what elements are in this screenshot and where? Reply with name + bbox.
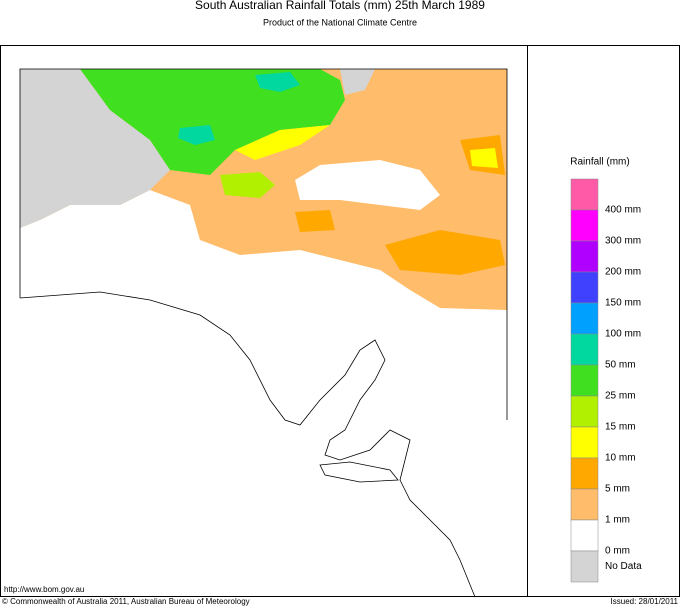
rain-10mm <box>235 125 330 160</box>
legend-label: No Data <box>605 561 642 572</box>
legend-swatch <box>570 395 599 428</box>
rain-15mm <box>220 172 275 198</box>
legend-label: 400 mm <box>605 205 641 216</box>
legend-swatch <box>570 426 599 459</box>
legend-label: 200 mm <box>605 267 641 278</box>
state-border <box>19 68 508 420</box>
legend-label: 10 mm <box>605 453 636 464</box>
legend-swatch <box>570 209 599 242</box>
issued: Issued: 28/01/2011 <box>611 597 679 606</box>
legend-title: Rainfall (mm) <box>570 157 629 168</box>
legend-swatch <box>570 271 599 304</box>
kangaroo-island <box>319 461 399 483</box>
title: South Australian Rainfall Totals (mm) 25… <box>195 0 485 12</box>
url: http://www.bom.gov.au <box>4 585 84 594</box>
legend-swatch <box>570 550 599 583</box>
legend-label: 100 mm <box>605 329 641 340</box>
rain-50mm <box>178 125 215 145</box>
legend-label: 150 mm <box>605 298 641 309</box>
legend-swatch <box>570 519 599 552</box>
subtitle: Product of the National Climate Centre <box>263 17 417 27</box>
legend-swatch <box>570 457 599 490</box>
rain-10mm <box>470 148 498 168</box>
rain-25mm <box>80 69 345 175</box>
rain-50mm <box>255 72 300 92</box>
legend-label: 5 mm <box>605 484 630 495</box>
legend: 400 mm 300 mm 200 mm 150 mm 100 mm 50 mm 25 mm… <box>570 178 642 583</box>
legend-label: 15 mm <box>605 422 636 433</box>
legend-swatch <box>570 178 599 211</box>
no-data <box>20 69 170 228</box>
map <box>19 68 508 598</box>
rain-0mm <box>295 160 440 210</box>
copyright: © Commonwealth of Australia 2011, Austra… <box>2 597 250 606</box>
legend-label: 50 mm <box>605 360 636 371</box>
legend-label: 0 mm <box>605 546 630 557</box>
rain-5mm <box>295 210 335 232</box>
legend-swatch <box>570 240 599 273</box>
coastline <box>19 291 476 598</box>
rain-5mm <box>385 230 505 275</box>
legend-swatch <box>570 302 599 335</box>
legend-swatch <box>570 333 599 366</box>
legend-swatch <box>570 364 599 397</box>
legend-label: 300 mm <box>605 236 641 247</box>
legend-label: 1 mm <box>605 515 630 526</box>
legend-swatch <box>570 488 599 521</box>
no-data <box>340 69 375 95</box>
legend-label: 25 mm <box>605 391 636 402</box>
